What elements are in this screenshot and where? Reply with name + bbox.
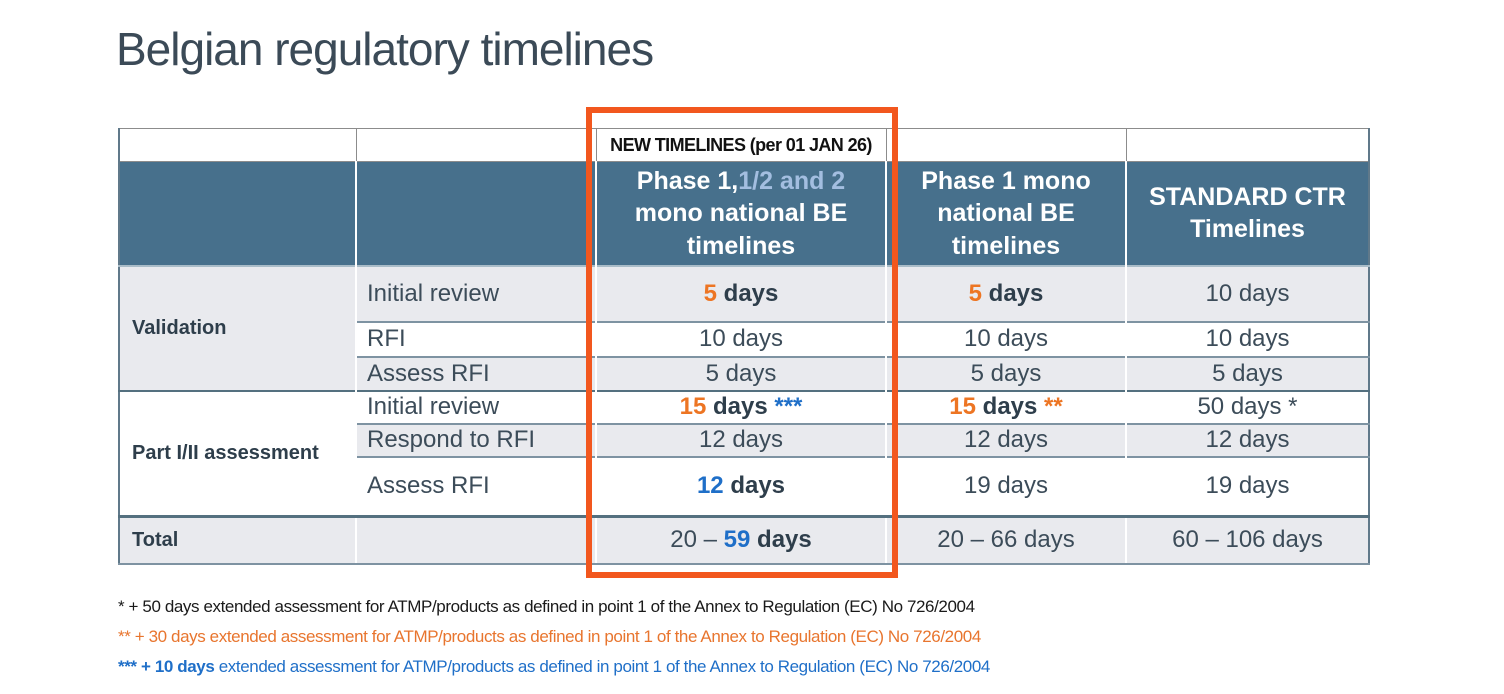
sub-label-respond-rfi: Respond to RFI [355,422,596,457]
cell-ctr-assess-rfi-1: 5 days [1125,355,1369,391]
cell-total-empty [355,515,596,565]
cell-new-rfi: 10 days [595,320,886,357]
cell-new-assess-rfi-1: 5 days [595,355,886,391]
cell-ctr-respond-rfi: 12 days [1125,422,1369,457]
page-title: Belgian regulatory timelines [116,23,654,75]
header-phase1-rest: mono national BE timelines [634,199,848,260]
header-phase1-12-2-mono: Phase 1,1/2 and 2 mono national BE timel… [595,161,886,266]
cell-ctr-initial-review: 10 days [1125,264,1369,322]
cell-ctr-initial-review-2: 50 days * [1125,389,1369,424]
banner-row: NEW TIMELINES (per 01 JAN 26) [118,128,1370,162]
cell-new-respond-rfi: 12 days [595,422,886,457]
banner-cell-empty-1 [118,128,357,162]
new-timelines-banner: NEW TIMELINES (per 01 JAN 26) [595,128,887,162]
cell-phase1mono-assess-rfi-2: 19 days [885,455,1126,517]
header-standard-ctr: STANDARD CTR Timelines [1125,161,1369,266]
row-part-assess-rfi: Assess RFI 12 days 19 days 19 days [119,455,1369,517]
row-validation-rfi: RFI 10 days 10 days 10 days [119,320,1369,357]
timelines-table-wrap: NEW TIMELINES (per 01 JAN 26) Phase 1,1/… [118,107,1370,578]
row-total: Total 20 – 59 days 20 – 66 days 60 – 106… [119,515,1369,565]
footnote-3: *** + 10 days extended assessment for AT… [118,657,990,676]
row-validation-initial-review: Validation Initial review 5 days 5 days … [119,264,1369,391]
sub-label-initial-review-2: Initial review [355,389,596,424]
cell-ctr-assess-rfi-2: 19 days [1125,455,1369,517]
footnote-1: * + 50 days extended assessment for ATMP… [118,597,975,616]
sub-label-rfi: RFI [355,320,596,357]
timelines-table: NEW TIMELINES (per 01 JAN 26) Phase 1,1/… [118,128,1370,565]
sub-label-assess-rfi-1: Assess RFI [355,355,596,391]
footnotes: * + 50 days extended assessment for ATMP… [118,597,990,687]
cell-new-total: 20 – 59 days [595,515,886,565]
column-header-row: Phase 1,1/2 and 2 mono national BE timel… [119,161,1369,266]
cell-phase1mono-assess-rfi-1: 5 days [885,355,1126,391]
row-part-initial-review: Part I/II assessment Initial review 15 d… [119,389,1369,517]
cell-phase1mono-total: 20 – 66 days [885,515,1126,565]
banner-cell-empty-3 [885,128,1127,162]
group-label-validation: Validation [119,264,356,391]
header-phase1-white-part: Phase 1, [636,166,739,195]
sub-label-initial-review-1: Initial review [355,264,596,322]
cell-ctr-total: 60 – 106 days [1125,515,1369,565]
header-empty-sub-col [355,161,596,266]
row-validation-assess-rfi: Assess RFI 5 days 5 days 5 days [119,355,1369,391]
cell-ctr-rfi: 10 days [1125,320,1369,357]
cell-phase1mono-initial-review: 5 days [885,264,1126,322]
header-phase12-blue-part: 1/2 and 2 [738,166,846,195]
cell-new-assess-rfi-2: 12 days [595,455,886,517]
group-label-total: Total [119,515,356,565]
banner-cell-empty-4 [1125,128,1370,162]
cell-new-initial-review-2: 15 days *** [595,389,886,424]
cell-phase1mono-respond-rfi: 12 days [885,422,1126,457]
footnote-2: ** + 30 days extended assessment for ATM… [118,627,981,646]
cell-phase1mono-initial-review-2: 15 days ** [885,389,1126,424]
cell-new-initial-review: 5 days [595,264,886,322]
banner-cell-empty-2 [355,128,597,162]
sub-label-assess-rfi-2: Assess RFI [355,455,596,517]
header-empty-group-col [119,161,356,266]
cell-phase1mono-rfi: 10 days [885,320,1126,357]
group-label-part-assessment: Part I/II assessment [119,389,356,517]
header-phase1-mono: Phase 1 mono national BE timelines [885,161,1126,266]
row-part-respond-rfi: Respond to RFI 12 days 12 days 12 days [119,422,1369,457]
